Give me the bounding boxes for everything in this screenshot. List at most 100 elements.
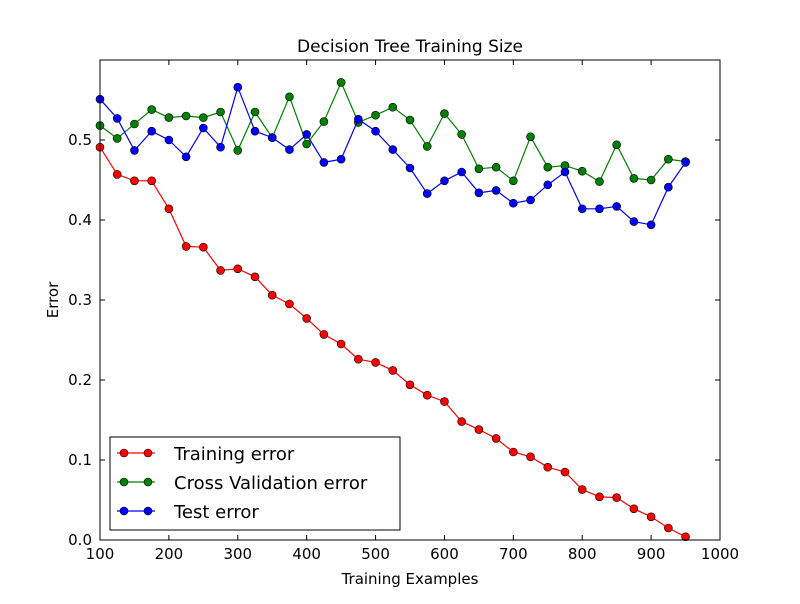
data-point-test-error: [147, 126, 156, 136]
x-axis-label: Training Examples: [341, 570, 479, 588]
data-point-cross-validation-error: [629, 174, 639, 183]
x-tick-label: 600: [430, 545, 459, 563]
data-point-cross-validation-error: [164, 113, 174, 122]
x-tick-label: 100: [86, 545, 115, 563]
data-point-test-error: [440, 176, 449, 186]
data-point-training-error: [267, 290, 277, 300]
data-point-cross-validation-error: [543, 162, 553, 172]
legend-entry-training-error: Training error: [117, 444, 295, 465]
data-point-training-error: [302, 314, 311, 323]
data-point-test-error: [164, 135, 174, 145]
data-point-cross-validation-error: [491, 162, 501, 172]
data-point-training-error: [319, 330, 329, 339]
data-point-cross-validation-error: [250, 107, 260, 117]
data-point-training-error: [440, 397, 449, 406]
data-point-training-error: [560, 467, 570, 477]
x-tick-label: 900: [637, 545, 666, 563]
data-point-training-error: [629, 504, 639, 514]
data-point-test-error: [560, 167, 570, 177]
data-point-test-error: [543, 180, 553, 190]
legend-entry-cross-validation-error: Cross Validation error: [117, 473, 368, 494]
data-point-cross-validation-error: [577, 166, 587, 176]
data-point-training-error: [422, 390, 432, 400]
x-tick-label: 400: [292, 545, 321, 563]
data-point-cross-validation-error: [526, 132, 535, 142]
data-point-test-error: [285, 145, 294, 154]
data-point-training-error: [164, 204, 174, 214]
data-point-test-error: [509, 198, 518, 208]
data-point-test-error: [216, 142, 225, 152]
data-point-test-error: [267, 133, 277, 142]
data-point-training-error: [595, 492, 604, 502]
data-point-training-error: [646, 512, 656, 522]
data-point-training-error: [250, 272, 260, 282]
data-point-cross-validation-error: [509, 176, 518, 186]
data-point-training-error: [216, 266, 225, 275]
data-point-test-error: [112, 114, 122, 123]
data-point-cross-validation-error: [612, 140, 621, 150]
y-tick-label: 0.2: [68, 371, 92, 389]
data-point-test-error: [388, 145, 398, 154]
data-point-cross-validation-error: [422, 142, 432, 151]
data-point-training-error: [612, 493, 621, 502]
data-point-test-error: [354, 114, 363, 124]
data-point-training-error: [681, 532, 690, 542]
y-tick-label: 0.1: [68, 451, 92, 469]
data-point-cross-validation-error: [199, 113, 208, 122]
y-axis-label: Error: [44, 281, 62, 318]
data-point-cross-validation-error: [457, 130, 466, 139]
data-point-cross-validation-error: [147, 105, 156, 114]
data-point-training-error: [181, 242, 191, 251]
y-tick-label: 0.4: [68, 211, 92, 229]
data-point-test-error: [422, 189, 432, 198]
data-point-training-error: [199, 242, 208, 252]
legend-label-cross-validation-error: Cross Validation error: [174, 473, 368, 494]
data-point-test-error: [336, 154, 346, 164]
axis-ticks: 100 200 300 400 500 600 700 800 900 1000 0.0 0.1 0.2…: [68, 60, 739, 563]
data-point-training-error: [457, 417, 466, 426]
data-point-cross-validation-error: [440, 109, 449, 118]
x-tick-label: 200: [155, 545, 184, 563]
data-point-training-error: [526, 452, 535, 462]
y-tick-label: 0.0: [68, 531, 92, 549]
data-point-training-error: [354, 354, 363, 364]
x-tick-label: 800: [568, 545, 597, 563]
data-point-training-error: [388, 366, 398, 375]
y-tick-label: 0.3: [68, 291, 92, 309]
data-point-test-error: [250, 126, 260, 136]
data-point-cross-validation-error: [216, 107, 225, 117]
x-tick-label: 1000: [701, 545, 739, 563]
legend-label-training-error: Training error: [173, 444, 295, 465]
data-point-cross-validation-error: [233, 146, 243, 155]
data-point-test-error: [302, 130, 311, 139]
data-point-test-error: [646, 220, 656, 230]
data-point-test-error: [319, 158, 329, 167]
data-point-cross-validation-error: [130, 119, 139, 129]
data-point-cross-validation-error: [336, 78, 346, 87]
data-point-training-error: [491, 434, 501, 443]
data-point-training-error: [336, 339, 346, 349]
data-point-cross-validation-error: [319, 117, 329, 126]
x-tick-label: 300: [223, 545, 252, 563]
data-point-cross-validation-error: [595, 177, 604, 186]
data-point-test-error: [664, 182, 673, 192]
data-point-cross-validation-error: [646, 175, 656, 185]
data-point-training-error: [577, 485, 587, 494]
data-point-cross-validation-error: [181, 111, 191, 121]
data-point-cross-validation-error: [405, 115, 415, 125]
x-tick-label: 700: [499, 545, 528, 563]
data-point-training-error: [405, 380, 415, 390]
x-tick-label: 500: [361, 545, 390, 563]
data-point-test-error: [526, 195, 535, 205]
series-layer: [95, 78, 690, 542]
data-point-cross-validation-error: [302, 139, 311, 149]
data-point-training-error: [509, 447, 518, 457]
legend-marker-test-error: [143, 506, 153, 516]
data-point-cross-validation-error: [112, 134, 122, 143]
data-point-test-error: [491, 186, 501, 195]
data-point-test-error: [130, 146, 139, 155]
data-point-test-error: [612, 202, 621, 211]
data-point-training-error: [285, 299, 294, 309]
